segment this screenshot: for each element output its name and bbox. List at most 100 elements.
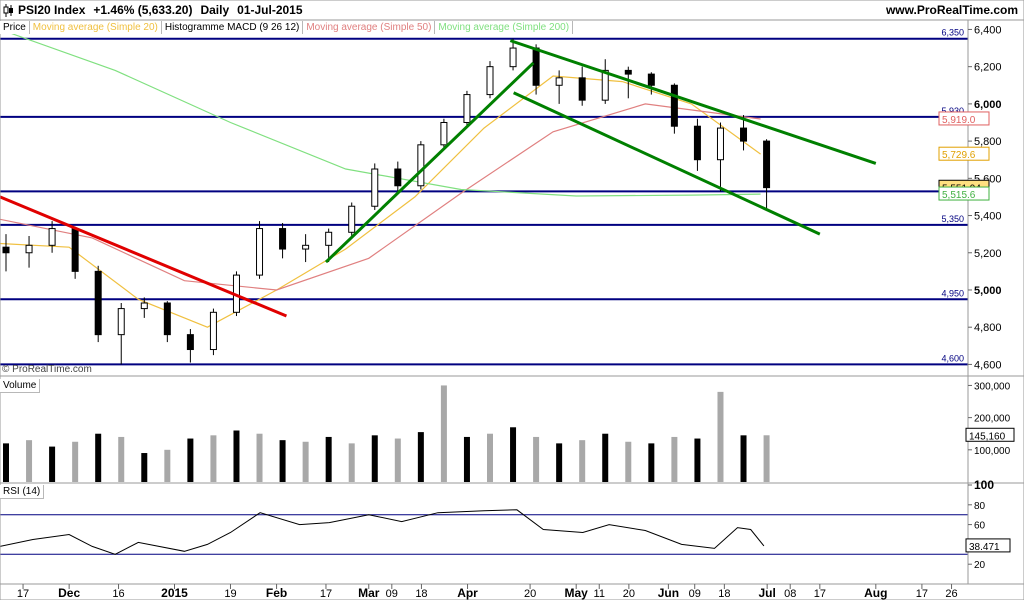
candle-body <box>394 168 402 187</box>
x-axis-tick-label: 16 <box>112 588 124 600</box>
x-axis-tick-label: 19 <box>224 588 236 600</box>
volume-bar <box>510 427 517 482</box>
candle-body <box>486 66 494 96</box>
volume-bar <box>487 433 493 482</box>
volume-bar <box>740 435 747 482</box>
x-axis-tick-label: 09 <box>386 588 398 600</box>
x-axis-tick-label: Aug <box>864 586 887 600</box>
x-axis-tick-label: 18 <box>415 588 427 600</box>
volume-bar <box>533 436 540 482</box>
volume-bar <box>26 440 33 482</box>
candle-body <box>94 270 102 336</box>
x-axis-tick-label: Jun <box>658 586 679 600</box>
horizontal-level-label: 4,600 <box>941 353 964 363</box>
rsi-y-tick-label: 80 <box>974 501 986 512</box>
volume-bar <box>233 430 240 482</box>
price-y-tick-label: 6,000 <box>974 99 1002 111</box>
volume-y-tick-label: 300,000 <box>974 381 1011 392</box>
credit-label: © ProRealTime.com <box>2 364 92 375</box>
x-axis-tick-label: 17 <box>320 588 332 600</box>
price-y-tick-label: 5,000 <box>974 285 1002 297</box>
candle-body <box>716 127 724 161</box>
price-value-tag-label: 5,729.6 <box>942 150 976 161</box>
moving-average-line <box>0 75 761 328</box>
trendline <box>324 61 535 264</box>
candle-body <box>140 302 148 310</box>
candle-body <box>740 127 748 142</box>
candle-body <box>117 308 125 336</box>
x-axis-tick-label: Jul <box>758 586 775 600</box>
candle-body <box>578 77 586 101</box>
volume-bar <box>279 440 286 482</box>
rsi-pane-label: RSI (14) <box>0 485 45 499</box>
candle-body <box>209 311 217 351</box>
moving-average-line <box>0 28 761 197</box>
price-y-tick-label: 6,400 <box>974 24 1002 36</box>
candle-body <box>371 168 379 207</box>
price-value-tag <box>938 146 990 161</box>
rsi-value-tag <box>965 538 1011 553</box>
volume-bar <box>49 446 56 482</box>
volume-bar <box>118 436 125 482</box>
legend-macd[interactable]: Histogramme MACD (9 26 12) <box>161 21 304 34</box>
period-label: Daily <box>200 3 230 17</box>
rsi-y-tick-label: 20 <box>974 560 986 571</box>
chart-date: 01-Jul-2015 <box>237 3 303 17</box>
legend-ma50[interactable]: Moving average (Simple 50) <box>303 21 436 34</box>
trendline <box>0 195 288 318</box>
horizontal-level-label: 4,950 <box>941 288 964 298</box>
x-axis-tick-label: Dec <box>58 586 80 600</box>
price-change: +1.46% (5,633.20) <box>93 3 193 17</box>
horizontal-level-label: 5,930 <box>941 106 964 116</box>
price-value-tag <box>938 186 990 201</box>
candle-body <box>325 231 333 246</box>
candle-body <box>463 94 471 123</box>
volume-bar <box>210 435 217 482</box>
symbol-name: PSI20 Index <box>18 3 86 17</box>
candle-body <box>440 121 448 146</box>
volume-bar <box>602 433 609 482</box>
price-value-tag <box>938 111 990 126</box>
volume-bar <box>394 438 401 482</box>
trendline <box>509 39 877 165</box>
x-axis-tick-label: 17 <box>916 588 928 600</box>
indicator-legend: Price Moving average (Simple 20) Histogr… <box>0 21 574 34</box>
volume-bar <box>556 443 563 482</box>
candle-body <box>348 205 356 233</box>
volume-bar <box>579 440 586 482</box>
x-axis-tick-label: Apr <box>457 586 478 600</box>
legend-price[interactable]: Price <box>0 21 30 34</box>
volume-bar <box>717 391 724 482</box>
legend-ma20[interactable]: Moving average (Simple 20) <box>29 21 162 34</box>
volume-bar <box>440 385 447 482</box>
volume-bar <box>417 432 424 482</box>
price-y-tick-label: 4,600 <box>974 359 1002 371</box>
volume-bar <box>763 435 770 482</box>
x-axis-tick-label: Feb <box>266 586 287 600</box>
volume-bar <box>141 453 148 482</box>
volume-bar <box>164 449 171 482</box>
candle-body <box>509 47 517 68</box>
x-axis-tick-label: 2015 <box>161 586 188 600</box>
x-axis-tick-label: 18 <box>718 588 730 600</box>
volume-bar <box>72 441 79 482</box>
candle-body <box>256 228 264 276</box>
volume-y-tick-label: 200,000 <box>974 414 1011 425</box>
volume-bar <box>302 441 309 482</box>
x-axis-tick-label: 08 <box>784 588 796 600</box>
trendline <box>513 91 821 236</box>
rsi-y-tick-label: 100 <box>974 478 994 492</box>
volume-bar <box>95 433 102 482</box>
candle-body <box>601 69 609 101</box>
volume-bar <box>694 438 701 482</box>
x-axis-tick-label: May <box>565 586 589 600</box>
x-axis-tick-label: Mar <box>358 586 380 600</box>
price-y-tick-label: 4,800 <box>974 322 1002 334</box>
volume-value-tag <box>965 427 1015 442</box>
legend-ma200[interactable]: Moving average (Simple 200) <box>435 21 574 34</box>
candle-body <box>48 228 56 246</box>
candle-body <box>763 140 771 189</box>
candle-body <box>186 334 194 351</box>
price-y-tick-label: 5,400 <box>974 211 1002 223</box>
